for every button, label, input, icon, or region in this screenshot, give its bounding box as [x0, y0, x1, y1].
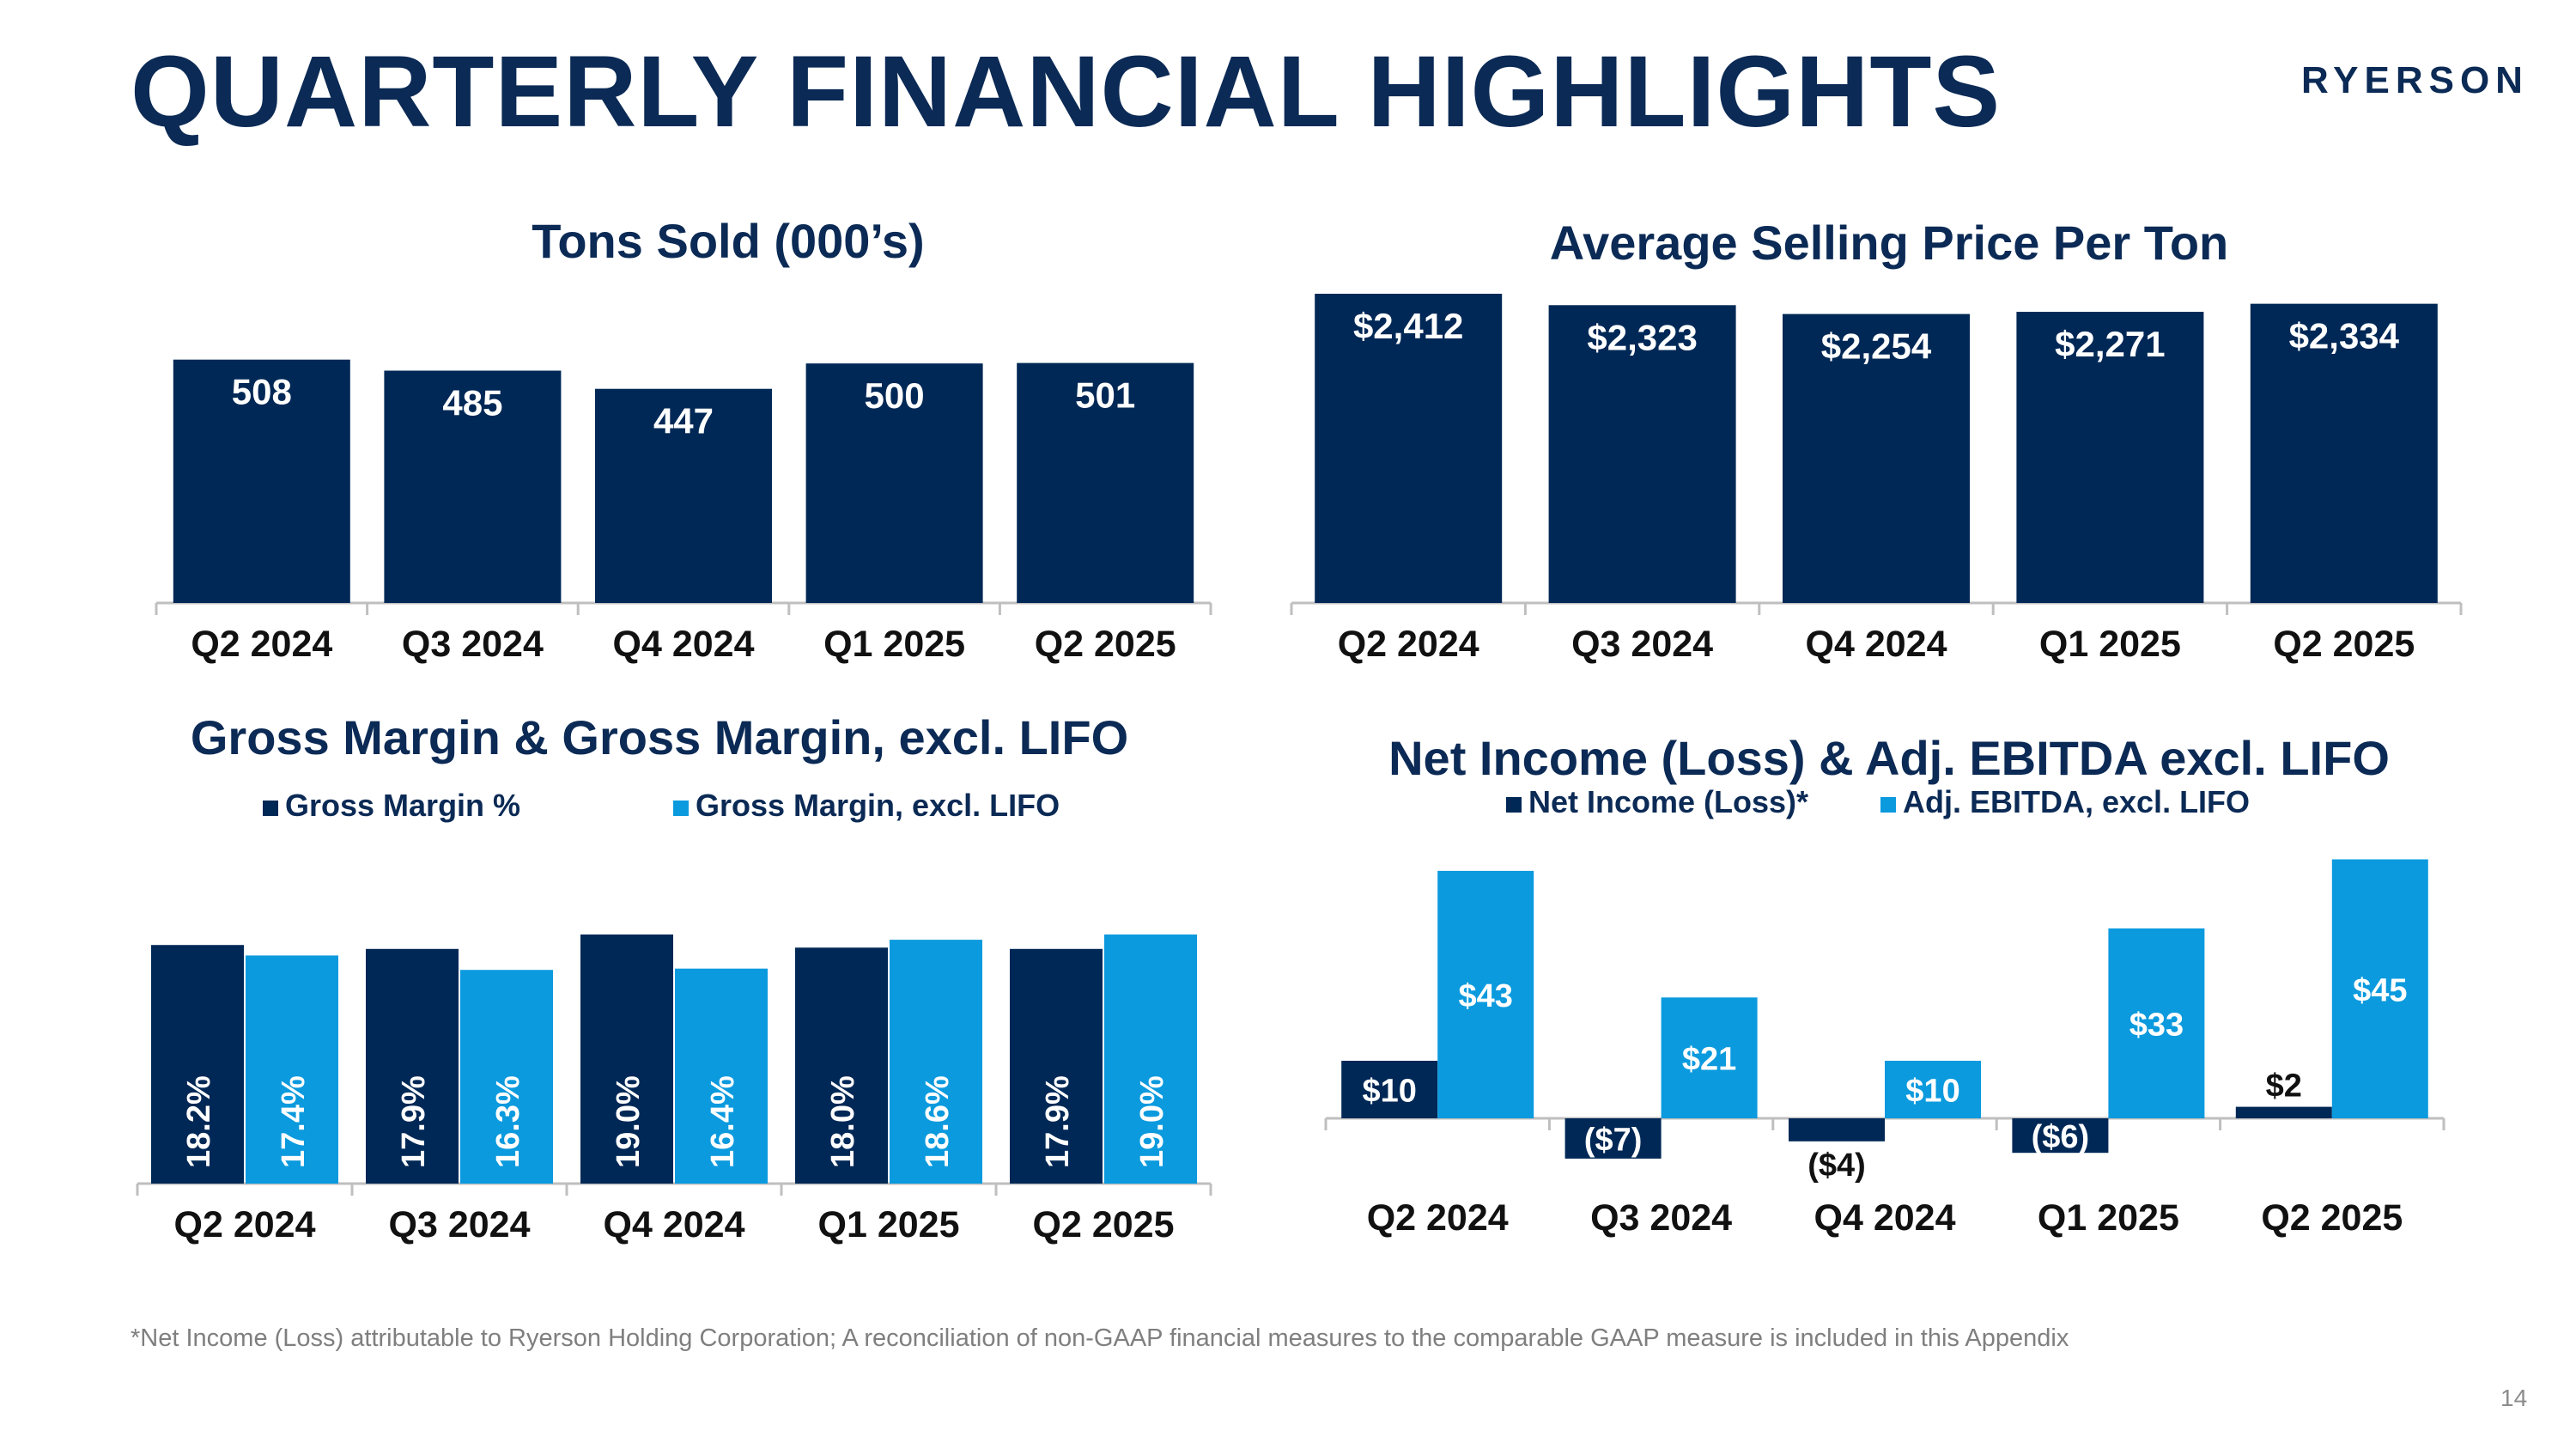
x-tick-label: Q4 2024 [604, 1204, 745, 1245]
bar [1548, 305, 1736, 603]
bar [2108, 928, 2205, 1118]
bar [2250, 303, 2438, 603]
data-label: $10 [1905, 1074, 1959, 1110]
bar [384, 370, 562, 603]
x-tick-label: Q4 2024 [1814, 1197, 1956, 1239]
data-label: 18.6% [920, 1075, 956, 1168]
legend-swatch [673, 801, 689, 816]
data-label: $43 [1458, 978, 1512, 1014]
ryerson-logo: RYERSON [2301, 59, 2529, 101]
data-label: 17.9% [396, 1075, 432, 1168]
bar [1783, 314, 1970, 603]
data-label: 16.4% [705, 1075, 741, 1168]
footnote: *Net Income (Loss) attributable to Ryers… [131, 1324, 2069, 1352]
legend-swatch [1880, 797, 1896, 813]
bar [1010, 948, 1103, 1184]
data-label: 17.4% [276, 1075, 312, 1168]
legend-label: Adj. EBITDA, excl. LIFO [1903, 784, 2250, 819]
page-title: QUARTERLY FINANCIAL HIGHLIGHTS [131, 35, 2002, 149]
data-label: 500 [865, 375, 925, 416]
bar [1789, 1118, 1885, 1142]
chart-title: Average Selling Price Per Ton [1550, 216, 2229, 270]
bar [173, 359, 350, 603]
x-tick-label: Q2 2025 [1035, 624, 1176, 665]
legend-label: Gross Margin % [285, 788, 520, 823]
bar [246, 955, 338, 1184]
x-tick-label: Q1 2025 [2039, 624, 2181, 665]
x-tick-label: Q3 2024 [1590, 1197, 1732, 1239]
bar [805, 363, 983, 603]
x-tick-label: Q2 2025 [2261, 1197, 2403, 1239]
x-tick-label: Q4 2024 [1806, 624, 1947, 665]
bar [675, 968, 768, 1184]
data-label: 501 [1075, 375, 1135, 416]
data-label: $2,412 [1353, 306, 1463, 346]
data-label: 19.0% [1134, 1075, 1170, 1168]
data-label: $2,254 [1821, 326, 1932, 367]
legend-label: Gross Margin, excl. LIFO [696, 788, 1060, 823]
data-label: $45 [2353, 972, 2407, 1008]
x-tick-label: Q2 2024 [1367, 1197, 1509, 1239]
data-label: 508 [232, 372, 292, 412]
data-label: $21 [1682, 1042, 1736, 1078]
bar [151, 945, 244, 1184]
data-label: 17.9% [1040, 1075, 1076, 1168]
bar [1564, 1118, 1662, 1159]
data-label: $2,271 [2055, 324, 2165, 364]
bar [460, 970, 553, 1184]
data-label: $2,334 [2289, 316, 2400, 356]
bar [580, 935, 673, 1184]
x-tick-label: Q2 2025 [1033, 1204, 1175, 1245]
data-label: $2,323 [1587, 317, 1697, 357]
bar [1885, 1061, 1981, 1118]
chart-title: Net Income (Loss) & Adj. EBITDA excl. LI… [1388, 731, 2390, 785]
data-label: ($4) [1807, 1148, 1866, 1184]
chart-title: Tons Sold (000’s) [532, 214, 924, 268]
data-label: ($6) [2032, 1119, 2090, 1155]
data-label: 16.3% [490, 1075, 526, 1168]
data-label: $10 [1362, 1074, 1416, 1110]
data-label: 485 [442, 383, 502, 423]
bar [2012, 1118, 2109, 1154]
bar [795, 947, 888, 1184]
x-tick-label: Q2 2024 [174, 1204, 316, 1245]
bar [890, 940, 982, 1184]
x-tick-label: Q3 2024 [402, 624, 544, 665]
data-label: $2 [2266, 1068, 2302, 1105]
chart-title: Gross Margin & Gross Margin, excl. LIFO [191, 710, 1128, 764]
x-tick-label: Q3 2024 [389, 1204, 531, 1245]
data-label: 18.0% [825, 1075, 861, 1168]
x-tick-label: Q2 2025 [2273, 624, 2415, 665]
bar [1341, 1061, 1438, 1118]
page-number: 14 [2500, 1385, 2528, 1411]
bar [1661, 997, 1758, 1118]
x-tick-label: Q4 2024 [613, 624, 755, 665]
legend-label: Net Income (Loss)* [1528, 784, 1808, 819]
bar [2235, 1106, 2332, 1118]
bar [1104, 935, 1197, 1184]
data-label: 447 [653, 401, 714, 441]
data-label: ($7) [1584, 1122, 1643, 1158]
legend-swatch [1506, 797, 1522, 813]
bar [1315, 294, 1503, 603]
legend-swatch [263, 801, 278, 816]
bar [2331, 859, 2428, 1118]
x-tick-label: Q3 2024 [1571, 624, 1713, 665]
bar [595, 388, 772, 603]
data-label: $33 [2129, 1007, 2184, 1043]
bar [1017, 362, 1194, 603]
x-tick-label: Q1 2025 [818, 1204, 960, 1245]
data-label: 18.2% [181, 1075, 217, 1168]
bar [2016, 312, 2204, 603]
x-tick-label: Q1 2025 [823, 624, 965, 665]
x-tick-label: Q2 2024 [191, 624, 332, 665]
data-label: 19.0% [611, 1075, 647, 1168]
x-tick-label: Q1 2025 [2038, 1197, 2179, 1239]
x-tick-label: Q2 2024 [1338, 624, 1479, 665]
bar [366, 948, 459, 1184]
bar [1437, 870, 1534, 1118]
